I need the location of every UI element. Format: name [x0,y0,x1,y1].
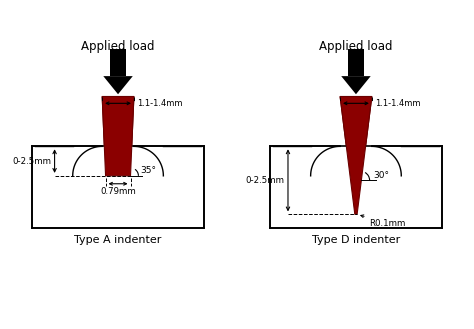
Polygon shape [102,96,134,176]
Text: 1.1-1.4mm: 1.1-1.4mm [137,99,183,108]
Bar [32,146,204,228]
Text: 1.1-1.4mm: 1.1-1.4mm [375,99,421,108]
Bar [270,146,442,228]
Text: Applied load: Applied load [319,40,393,53]
Text: Applied load: Applied load [81,40,155,53]
Polygon shape [340,96,372,215]
Bar [270,146,442,228]
Text: 0-2.5mm: 0-2.5mm [246,176,284,185]
Text: Type A indenter: Type A indenter [74,235,162,245]
Text: 0-2.5mm: 0-2.5mm [12,157,51,165]
Text: 35°: 35° [141,166,157,175]
Bar [110,49,126,76]
Polygon shape [102,96,134,176]
Polygon shape [341,76,371,94]
Text: 30°: 30° [373,171,389,180]
Text: Type D indenter: Type D indenter [312,235,400,245]
Bar [32,146,204,228]
Polygon shape [340,96,372,215]
Polygon shape [103,76,133,94]
Bar [348,49,364,76]
Text: R0.1mm: R0.1mm [361,215,406,228]
Text: 0.79mm: 0.79mm [100,187,136,196]
